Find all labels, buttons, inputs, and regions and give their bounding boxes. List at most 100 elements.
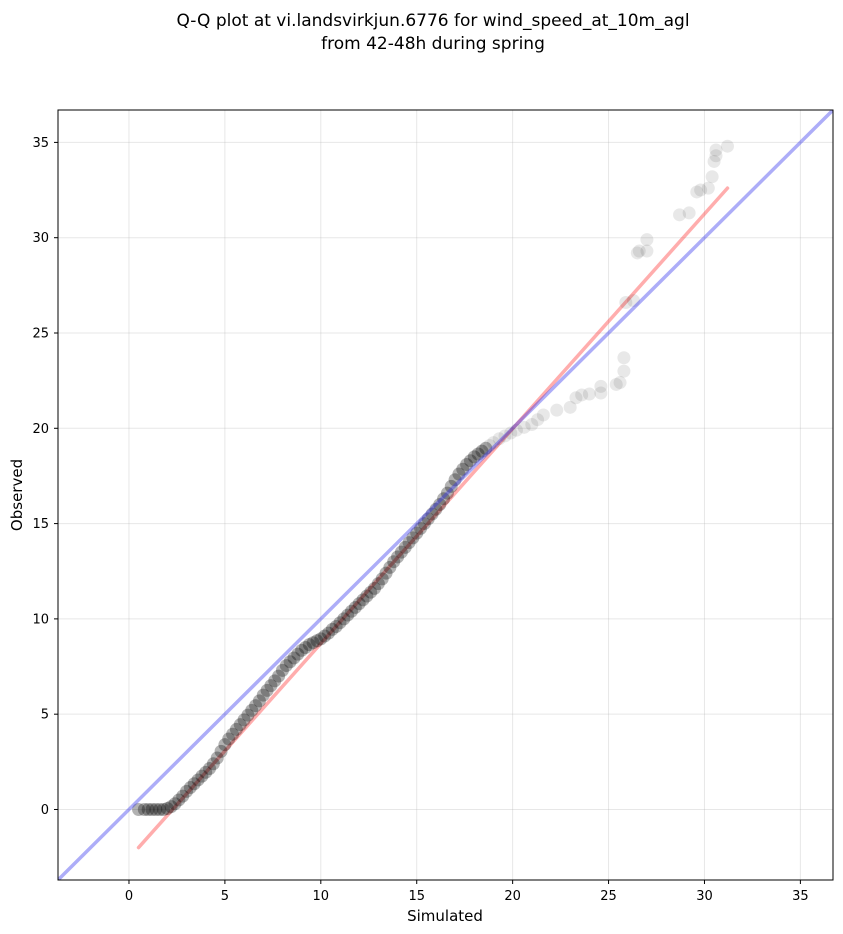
data-point: [283, 655, 297, 669]
data-point: [626, 294, 640, 308]
data-point: [383, 560, 397, 574]
data-point: [321, 626, 335, 640]
y-axis-label: Observed: [8, 459, 26, 531]
data-point: [594, 386, 608, 400]
data-point: [582, 387, 596, 401]
identity-line: [58, 110, 833, 880]
data-point: [302, 638, 316, 652]
data-point: [531, 413, 545, 427]
data-point: [183, 781, 197, 795]
plot-content: [58, 110, 833, 880]
data-point: [264, 679, 278, 693]
data-point: [694, 183, 708, 197]
data-point: [425, 507, 439, 521]
data-point: [260, 683, 274, 697]
data-point: [287, 651, 301, 665]
data-point: [456, 462, 470, 476]
data-point: [345, 604, 359, 618]
data-point: [149, 802, 163, 816]
data-point: [333, 616, 347, 630]
data-point: [252, 694, 266, 708]
data-point: [632, 244, 646, 258]
data-point: [463, 454, 477, 468]
data-point: [475, 444, 489, 458]
data-point: [406, 531, 420, 545]
data-point: [245, 703, 259, 717]
data-point: [164, 800, 178, 814]
data-point: [348, 600, 362, 614]
y-tick-label: 0: [41, 803, 49, 818]
data-point: [682, 206, 696, 220]
y-tick-label: 10: [32, 612, 49, 627]
x-tick-label: 35: [792, 889, 809, 904]
x-tick-label: 0: [125, 889, 133, 904]
data-point: [709, 143, 723, 157]
y-tick-label: 5: [41, 708, 49, 723]
data-point: [256, 688, 270, 702]
data-point: [640, 233, 654, 247]
data-point: [705, 170, 719, 184]
data-point: [337, 612, 351, 626]
data-point: [690, 185, 704, 199]
data-point: [210, 751, 224, 765]
data-point: [379, 566, 393, 580]
data-point: [241, 708, 255, 722]
chart-subtitle: from 42-48h during spring: [321, 34, 545, 54]
data-point: [630, 246, 644, 260]
data-point: [172, 793, 186, 807]
data-point: [295, 643, 309, 657]
data-point: [483, 438, 497, 452]
data-point: [709, 149, 723, 163]
data-point: [471, 447, 485, 461]
data-point: [673, 208, 687, 222]
y-tick-label: 15: [32, 517, 49, 532]
data-point: [371, 577, 385, 591]
y-tick-label: 20: [32, 422, 49, 437]
data-point: [291, 647, 305, 661]
data-point: [249, 699, 263, 713]
data-point: [414, 521, 428, 535]
data-point: [206, 757, 220, 771]
data-point: [444, 479, 458, 493]
data-point: [145, 802, 159, 816]
data-point: [168, 797, 182, 811]
data-point: [707, 154, 721, 168]
data-point: [310, 634, 324, 648]
data-point: [410, 526, 424, 540]
x-tick-label: 10: [313, 889, 330, 904]
data-point: [720, 139, 734, 153]
data-point: [368, 581, 382, 595]
data-point: [391, 550, 405, 564]
data-point: [375, 572, 389, 586]
plot-frame: [57, 109, 834, 881]
grid: [58, 110, 833, 880]
fit-line: [136, 186, 730, 850]
data-point: [306, 636, 320, 650]
data-point: [356, 593, 370, 607]
y-tick-label: 25: [32, 326, 49, 341]
data-point: [191, 773, 205, 787]
data-point: [218, 738, 232, 752]
data-point: [429, 502, 443, 516]
data-point: [329, 620, 343, 634]
data-point: [314, 632, 328, 646]
quantile-points: [132, 139, 734, 816]
data-point: [421, 512, 435, 526]
data-point: [398, 540, 412, 554]
data-point: [619, 296, 633, 309]
data-point: [195, 769, 209, 783]
data-point: [437, 492, 451, 506]
plot-area: [58, 110, 833, 880]
data-point: [203, 762, 217, 776]
data-point: [460, 458, 474, 472]
x-tick-label: 5: [221, 889, 229, 904]
data-point: [341, 608, 355, 622]
data-point: [132, 802, 146, 816]
data-point: [509, 423, 523, 437]
data-point: [575, 388, 589, 402]
x-tick-label: 30: [696, 889, 713, 904]
data-point: [137, 802, 151, 816]
data-point: [609, 377, 623, 391]
data-point: [486, 436, 500, 450]
